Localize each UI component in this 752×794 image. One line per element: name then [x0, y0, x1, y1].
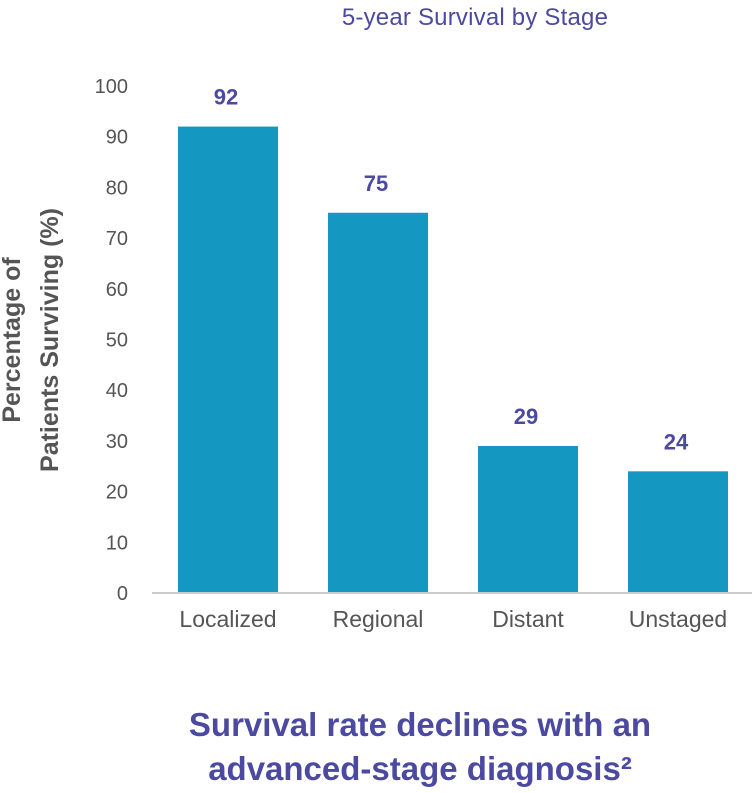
data-label: 24 — [664, 429, 689, 454]
data-label: 75 — [364, 171, 388, 196]
caption: Survival rate declines with an advanced-… — [80, 703, 752, 791]
data-labels: 92 75 29 24 — [214, 85, 689, 455]
bar-chart: Percentage of Patients Surviving (%) 0 10… — [0, 76, 752, 632]
y-axis-title-line-2: Patients Surviving (%) — [36, 208, 64, 472]
y-tick-label: 30 — [106, 431, 128, 453]
x-tick-label: Regional — [333, 606, 424, 632]
bar-unstaged — [628, 471, 728, 593]
x-tick-label: Distant — [492, 606, 564, 632]
x-axis-labels: Localized Regional Distant Unstaged — [179, 606, 727, 632]
caption-line-2: advanced-stage diagnosis² — [208, 750, 632, 787]
y-tick-label: 20 — [106, 482, 128, 504]
y-tick-label: 40 — [106, 380, 128, 402]
bar-distant — [478, 445, 578, 593]
x-tick-label: Unstaged — [629, 606, 727, 632]
data-label: 92 — [214, 85, 238, 110]
chart-title: 5-year Survival by Stage — [341, 4, 609, 31]
bar-localized — [178, 126, 278, 593]
y-tick-label: 50 — [106, 330, 128, 352]
y-axis-title-line-1: Percentage of — [0, 257, 26, 423]
y-tick-label: 100 — [95, 76, 128, 98]
bar-regional — [328, 212, 428, 593]
y-tick-label: 90 — [106, 127, 128, 149]
y-tick-label: 10 — [106, 532, 128, 554]
data-label: 29 — [514, 404, 538, 429]
x-tick-label: Localized — [179, 606, 276, 632]
y-tick-label: 80 — [106, 177, 128, 199]
y-axis-title: Percentage of Patients Surviving (%) — [0, 208, 64, 472]
y-tick-label: 60 — [106, 279, 128, 301]
y-axis-ticks: 0 10 20 30 40 50 60 70 80 90 100 — [95, 76, 128, 605]
bars — [178, 126, 728, 593]
y-tick-label: 0 — [117, 583, 128, 605]
caption-line-1: Survival rate declines with an — [188, 706, 652, 743]
y-tick-label: 70 — [106, 228, 128, 250]
